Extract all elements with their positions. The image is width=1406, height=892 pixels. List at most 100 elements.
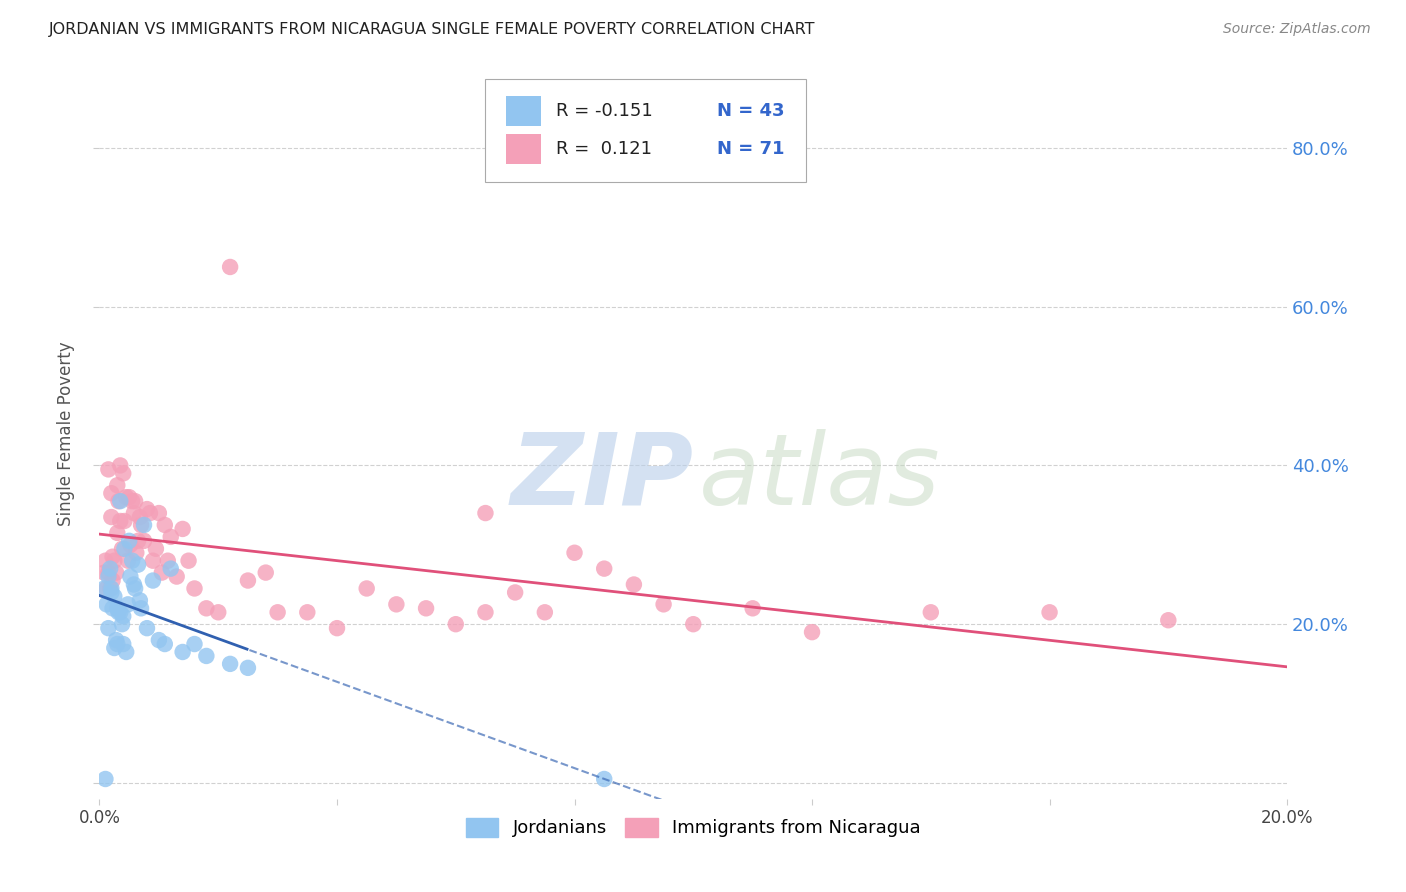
Point: [100, 585, 122, 599]
Point: [105, 478, 128, 492]
Point: [129, 518, 152, 533]
Point: [97, 462, 120, 476]
Text: R =  0.121: R = 0.121: [555, 140, 651, 158]
Point: [136, 502, 159, 516]
Point: [94, 772, 117, 786]
Point: [682, 617, 704, 632]
Point: [219, 657, 242, 671]
Point: [139, 506, 162, 520]
Point: [97, 621, 120, 635]
Point: [474, 605, 496, 619]
Point: [100, 582, 122, 596]
Point: [219, 260, 242, 274]
Point: [150, 566, 173, 580]
Point: [105, 601, 128, 615]
Point: [741, 601, 763, 615]
Point: [110, 458, 132, 473]
Point: [128, 510, 150, 524]
Point: [326, 621, 349, 635]
Point: [159, 530, 181, 544]
Point: [503, 585, 526, 599]
Point: [153, 518, 176, 533]
Point: [920, 605, 942, 619]
Point: [236, 661, 259, 675]
Point: [623, 577, 645, 591]
Point: [254, 566, 277, 580]
Point: [110, 494, 132, 508]
Point: [183, 637, 205, 651]
Text: R = -0.151: R = -0.151: [555, 102, 652, 120]
Point: [159, 561, 181, 575]
Point: [124, 494, 146, 508]
Point: [112, 541, 135, 556]
Point: [156, 554, 179, 568]
Point: [593, 772, 616, 786]
Point: [96, 582, 118, 596]
FancyBboxPatch shape: [506, 134, 541, 164]
Y-axis label: Single Female Poverty: Single Female Poverty: [58, 342, 75, 526]
Point: [98, 582, 121, 596]
Point: [111, 541, 134, 556]
Point: [415, 601, 437, 615]
FancyBboxPatch shape: [485, 79, 806, 182]
Point: [132, 533, 155, 548]
Point: [107, 494, 129, 508]
Point: [356, 582, 378, 596]
Text: Source: ZipAtlas.com: Source: ZipAtlas.com: [1223, 22, 1371, 37]
Point: [112, 514, 135, 528]
Point: [801, 625, 824, 640]
Text: N = 43: N = 43: [717, 102, 785, 120]
Point: [93, 582, 115, 596]
FancyBboxPatch shape: [506, 95, 541, 126]
Point: [101, 549, 124, 564]
Point: [136, 621, 159, 635]
Point: [177, 554, 200, 568]
Point: [1157, 613, 1180, 627]
Text: N = 71: N = 71: [717, 140, 785, 158]
Point: [100, 486, 122, 500]
Point: [121, 554, 143, 568]
Point: [115, 490, 138, 504]
Point: [120, 538, 142, 552]
Point: [96, 598, 118, 612]
Point: [101, 601, 124, 615]
Point: [112, 467, 135, 481]
Point: [142, 554, 165, 568]
Point: [534, 605, 557, 619]
Point: [183, 582, 205, 596]
Point: [128, 593, 150, 607]
Point: [118, 490, 141, 504]
Point: [112, 609, 135, 624]
Point: [117, 554, 139, 568]
Point: [105, 633, 128, 648]
Point: [122, 506, 145, 520]
Point: [195, 648, 218, 663]
Point: [207, 605, 229, 619]
Text: JORDANIAN VS IMMIGRANTS FROM NICARAGUA SINGLE FEMALE POVERTY CORRELATION CHART: JORDANIAN VS IMMIGRANTS FROM NICARAGUA S…: [49, 22, 815, 37]
Point: [110, 514, 132, 528]
Point: [101, 574, 124, 588]
Point: [120, 569, 142, 583]
Point: [103, 554, 125, 568]
Text: atlas: atlas: [699, 429, 941, 526]
Point: [127, 558, 149, 572]
Point: [105, 525, 128, 540]
Point: [153, 637, 176, 651]
Point: [236, 574, 259, 588]
Point: [127, 533, 149, 548]
Point: [148, 633, 170, 648]
Text: ZIP: ZIP: [510, 429, 693, 526]
Point: [145, 541, 167, 556]
Point: [385, 598, 408, 612]
Point: [125, 546, 148, 560]
Point: [124, 582, 146, 596]
Point: [172, 522, 194, 536]
Point: [148, 506, 170, 520]
Point: [121, 494, 143, 508]
Point: [266, 605, 288, 619]
Point: [94, 554, 117, 568]
Point: [652, 598, 675, 612]
Point: [166, 569, 188, 583]
Point: [195, 601, 218, 615]
Point: [1038, 605, 1060, 619]
